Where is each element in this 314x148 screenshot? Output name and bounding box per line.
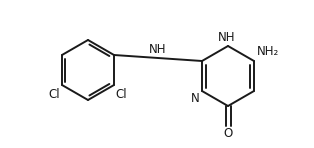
Text: O: O <box>223 127 233 140</box>
Text: Cl: Cl <box>48 88 60 101</box>
Text: NH₂: NH₂ <box>257 45 279 58</box>
Text: N: N <box>191 92 200 105</box>
Text: NH: NH <box>149 43 167 56</box>
Text: NH: NH <box>218 31 236 44</box>
Text: Cl: Cl <box>115 88 127 101</box>
